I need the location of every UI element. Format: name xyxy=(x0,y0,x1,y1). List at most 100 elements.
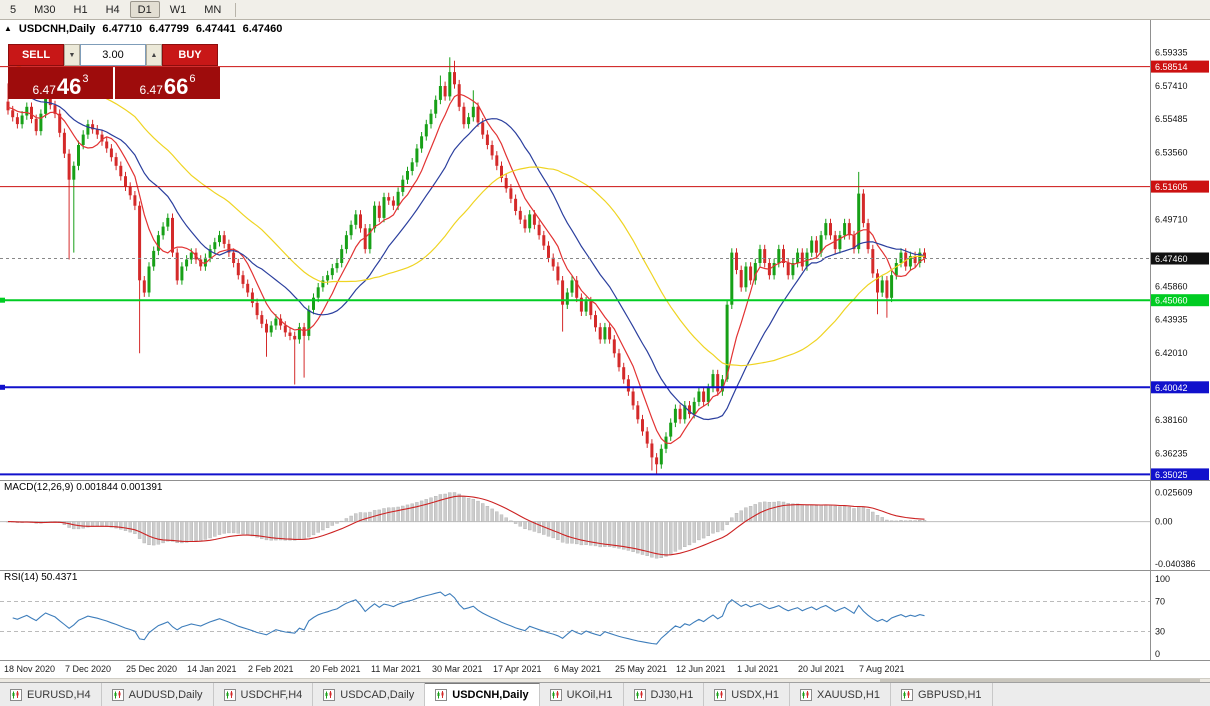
svg-text:100: 100 xyxy=(1155,574,1170,584)
time-axis-label: 20 Jul 2021 xyxy=(798,664,845,674)
symbol-marker-icon: ▲ xyxy=(4,24,12,33)
timeframe-button-m30[interactable]: M30 xyxy=(34,4,56,16)
svg-text:6.43935: 6.43935 xyxy=(1155,315,1188,325)
svg-text:6.55485: 6.55485 xyxy=(1155,114,1188,124)
ohlc-close: 6.47460 xyxy=(242,23,283,35)
svg-text:6.58514: 6.58514 xyxy=(1155,62,1188,72)
chart-tab-usdchf-h4[interactable]: USDCHF,H4 xyxy=(214,683,314,706)
chart-tab-ukoil-h1[interactable]: UKOil,H1 xyxy=(540,683,624,706)
svg-text:6.49710: 6.49710 xyxy=(1155,214,1188,224)
svg-text:6.38160: 6.38160 xyxy=(1155,415,1188,425)
horizontal-scrollbar[interactable] xyxy=(0,678,1210,682)
chart-tab-usdcad-daily[interactable]: USDCAD,Daily xyxy=(313,683,426,706)
candlestick-chart-icon xyxy=(323,688,336,701)
time-axis[interactable]: 18 Nov 2020 7 Dec 2020 25 Dec 2020 14 Jan 2… xyxy=(0,660,1210,678)
timeframe-button-mn[interactable]: MN xyxy=(204,4,222,16)
svg-text:6.47460: 6.47460 xyxy=(1155,254,1188,264)
lot-size-input[interactable] xyxy=(80,44,146,66)
svg-text:6.59335: 6.59335 xyxy=(1155,47,1188,57)
chart-info-line: ▲ USDCNH,Daily 6.47710 6.47799 6.47441 6… xyxy=(4,23,282,35)
svg-text:6.36235: 6.36235 xyxy=(1155,448,1188,458)
time-axis-label: 20 Feb 2021 xyxy=(310,664,361,674)
rsi-indicator-label: RSI(14) 50.4371 xyxy=(4,572,78,583)
chart-tab-gbpusd-h1[interactable]: GBPUSD,H1 xyxy=(891,683,993,706)
macd-indicator-label: MACD(12,26,9) 0.001844 0.001391 xyxy=(4,482,163,493)
timeframe-button-5[interactable]: 5 xyxy=(10,4,17,16)
chart-tab-label: AUDUSD,Daily xyxy=(128,688,203,701)
chart-tab-label: USDCNH,Daily xyxy=(452,689,529,701)
chart-tab-label: UKOil,H1 xyxy=(566,688,613,701)
chart-tab-label: USDCHF,H4 xyxy=(240,688,303,701)
svg-text:6.57410: 6.57410 xyxy=(1155,81,1188,91)
svg-text:6.35025: 6.35025 xyxy=(1155,470,1188,480)
chart-tab-label: USDX,H1 xyxy=(731,688,779,701)
candlestick-chart-icon xyxy=(549,688,562,701)
timeframe-button-h4[interactable]: H4 xyxy=(105,4,120,16)
lot-increase-button[interactable]: ▲ xyxy=(146,44,162,66)
time-axis-label: 2 Feb 2021 xyxy=(248,664,294,674)
candlestick-chart-icon xyxy=(435,689,448,701)
ohlc-low: 6.47441 xyxy=(195,23,236,35)
chart-tab-audusd-daily[interactable]: AUDUSD,Daily xyxy=(102,683,214,706)
ask-price-pips: 66 xyxy=(163,73,189,99)
candlestick-chart-icon xyxy=(799,688,812,701)
svg-text:6.40042: 6.40042 xyxy=(1155,383,1188,393)
price-chart-pane[interactable]: 6.59335 6.57410 6.55485 6.53560 6.49710 6.458… xyxy=(0,20,1210,480)
svg-text:6.45060: 6.45060 xyxy=(1155,296,1188,306)
candlestick-chart-icon xyxy=(223,688,236,701)
time-axis-label: 11 Mar 2021 xyxy=(371,664,421,674)
sell-button[interactable]: SELL xyxy=(8,44,64,66)
candlestick-chart-icon xyxy=(900,688,913,701)
svg-text:30: 30 xyxy=(1155,627,1165,637)
time-axis-label: 25 May 2021 xyxy=(615,664,668,674)
chart-tab-label: GBPUSD,H1 xyxy=(917,688,982,701)
svg-text:6.51605: 6.51605 xyxy=(1155,182,1188,192)
svg-text:0.00: 0.00 xyxy=(1155,517,1173,527)
chart-tab-dj30-h1[interactable]: DJ30,H1 xyxy=(624,683,705,706)
svg-text:70: 70 xyxy=(1155,597,1165,607)
candlestick-chart-icon xyxy=(111,688,124,701)
time-axis-label: 6 May 2021 xyxy=(554,664,602,674)
time-axis-label: 12 Jun 2021 xyxy=(676,664,726,674)
time-axis-label: 7 Dec 2020 xyxy=(65,664,112,674)
svg-text:6.45860: 6.45860 xyxy=(1155,281,1188,291)
spinner-up-icon: ▲ xyxy=(150,51,158,59)
chart-tab-usdcnh-daily[interactable]: USDCNH,Daily xyxy=(425,683,540,706)
candlestick-chart-icon xyxy=(633,688,646,701)
chart-tab-eurusd-h4[interactable]: EURUSD,H4 xyxy=(0,683,102,706)
svg-text:0.025609: 0.025609 xyxy=(1155,488,1193,498)
chart-window[interactable]: ▲ USDCNH,Daily 6.47710 6.47799 6.47441 6… xyxy=(0,20,1210,682)
ask-price-point: 6 xyxy=(189,73,196,85)
bid-price-prefix: 6.47 xyxy=(32,83,56,97)
chart-tab-label: USDCAD,Daily xyxy=(340,688,415,701)
chart-tab-xauusd-h1[interactable]: XAUUSD,H1 xyxy=(790,683,891,706)
bid-price-point: 3 xyxy=(82,73,89,85)
timeframe-toolbar: 5 M30 H1 H4 D1 W1 MN xyxy=(0,0,1210,20)
time-axis-label: 1 Jul 2021 xyxy=(737,664,779,674)
rsi-pane[interactable]: 100 70 30 0 xyxy=(0,570,1210,660)
ohlc-high: 6.47799 xyxy=(149,23,189,35)
chart-tab-bar: EURUSD,H4 AUDUSD,Daily USDCHF,H4 USDCAD,Dai… xyxy=(0,682,1210,706)
bid-price-pips: 46 xyxy=(56,73,82,99)
spinner-down-icon: ▼ xyxy=(68,51,76,59)
toolbar-divider xyxy=(235,2,237,17)
timeframe-button-d1[interactable]: D1 xyxy=(129,1,160,18)
buy-button[interactable]: BUY xyxy=(162,44,218,66)
svg-text:6.42010: 6.42010 xyxy=(1155,348,1188,358)
ask-price-display[interactable]: 6.47 66 6 xyxy=(115,67,220,99)
ohlc-open: 6.47710 xyxy=(102,23,143,35)
ask-price-prefix: 6.47 xyxy=(139,83,163,97)
time-axis-label: 17 Apr 2021 xyxy=(493,664,542,674)
lot-decrease-button[interactable]: ▼ xyxy=(64,44,80,66)
bid-price-display[interactable]: 6.47 46 3 xyxy=(8,67,113,99)
horizontal-scrollbar-thumb[interactable] xyxy=(880,679,1200,682)
timeframe-button-w1[interactable]: W1 xyxy=(169,4,187,16)
svg-text:0: 0 xyxy=(1155,649,1160,659)
chart-tab-label: DJ30,H1 xyxy=(650,688,694,701)
chart-symbol-period: USDCNH,Daily xyxy=(18,23,96,35)
timeframe-button-h1[interactable]: H1 xyxy=(73,4,88,16)
macd-pane[interactable]: 0.025609 0.00 -0.040386 xyxy=(0,480,1210,570)
one-click-trading-panel: SELL ▼ ▲ BUY 6.47 46 3 6.47 66 xyxy=(8,44,220,99)
chart-tab-usdx-h1[interactable]: USDX,H1 xyxy=(704,683,790,706)
